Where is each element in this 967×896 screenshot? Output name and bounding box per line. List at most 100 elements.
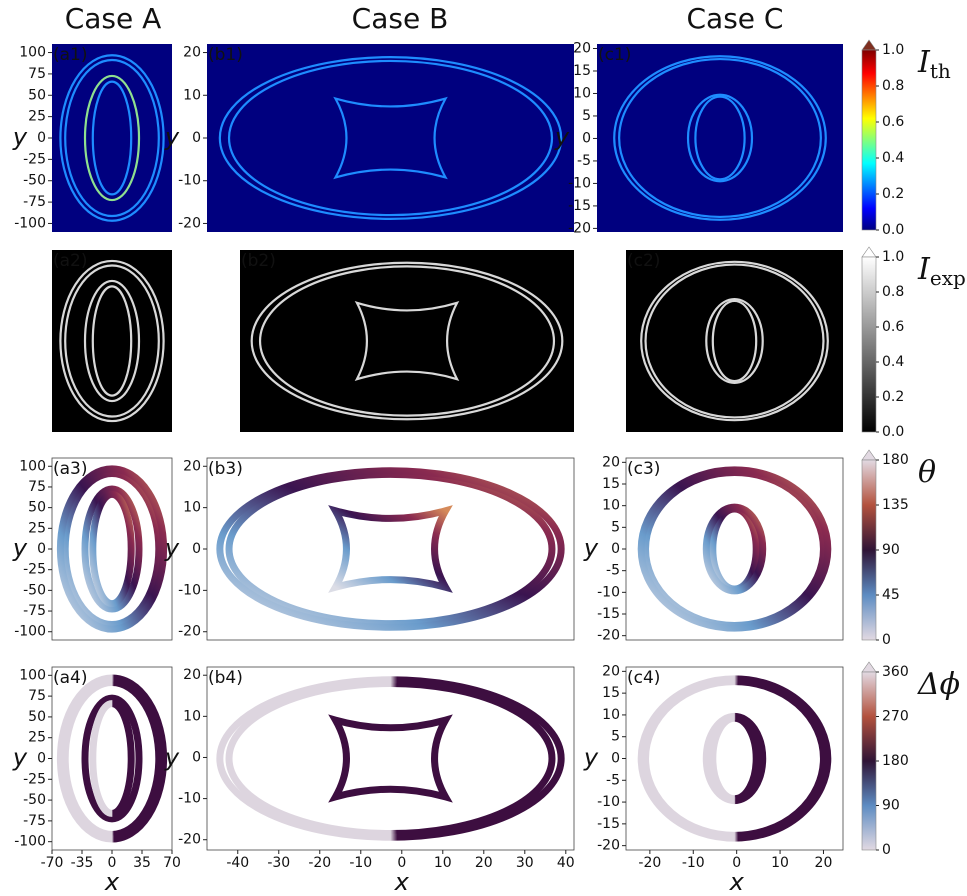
ring: [83, 74, 141, 202]
y-tick-label: 15: [573, 63, 591, 79]
colorbar-tick-label: 0.8: [882, 284, 904, 300]
x-tick-label: 0: [732, 855, 741, 871]
y-tick-label: -15: [597, 606, 620, 622]
x-tick-label: 35: [133, 855, 151, 871]
y-tick-label: 75: [28, 688, 46, 704]
y-tick-label: 0: [611, 541, 620, 557]
ring: [64, 264, 160, 418]
x-tick-label: 30: [516, 855, 534, 871]
panel-label: (a3): [53, 459, 88, 479]
ring: [89, 700, 135, 817]
ring: [81, 694, 143, 823]
colorbar-subscript: exp: [930, 266, 966, 290]
ring: [686, 93, 754, 183]
ring: [225, 470, 556, 628]
y-axis-label: y: [12, 534, 28, 562]
ring: [56, 465, 168, 633]
colorbar-tick-label: 1.0: [882, 249, 904, 265]
colorbar-subscript: th: [930, 59, 951, 83]
column-title: Case B: [352, 2, 449, 35]
x-axis-label: x: [104, 868, 120, 896]
y-axis-label: y: [164, 123, 180, 151]
x-tick-label: 10: [434, 855, 452, 871]
panel-background: [207, 44, 574, 232]
y-tick-label: 5: [611, 519, 620, 535]
ring: [705, 298, 764, 384]
ring: [59, 259, 165, 423]
panel: (b2): [240, 250, 574, 432]
y-tick-label: -15: [597, 816, 620, 832]
y-tick-label: -100: [14, 624, 46, 640]
y-tick-label: -25: [23, 771, 46, 787]
y-tick-label: 25: [28, 520, 46, 536]
colorbar-symbol: θ: [918, 455, 936, 490]
colorbar-tick-label: 0.0: [882, 222, 904, 238]
panel: (a4) 100 75 50 25 0 -25 -50 -75 -100 y -70 -35 0 35 70 x: [12, 666, 181, 896]
y-tick-label: -15: [568, 198, 591, 214]
y-tick-label: 10: [602, 498, 620, 514]
x-tick-label: -70: [41, 855, 64, 871]
y-tick-label: -100: [14, 834, 46, 850]
colorbar-symbol: I: [917, 45, 931, 80]
colorbar-tick-label: 180: [882, 452, 909, 468]
ring: [61, 469, 163, 629]
panel: (b1) 20 10 0 -10 -20 y: [164, 44, 574, 232]
colorbar-extend: [861, 449, 877, 461]
colorbar: 0 45 90 135 180 θ: [861, 449, 936, 648]
ring: [258, 265, 556, 417]
ring: [91, 80, 133, 196]
y-tick-label: 75: [28, 66, 46, 82]
colorbar-extend: [861, 39, 877, 51]
inner-ring: [328, 714, 453, 803]
panel: (a2): [52, 250, 172, 432]
colorbar: 0.0 0.2 0.4 0.6 0.8 1.0 Iexp: [861, 246, 966, 440]
y-tick-label: -20: [568, 220, 591, 236]
ring: [216, 467, 565, 631]
colorbar-symbol: I: [917, 252, 931, 287]
y-tick-label: -100: [14, 215, 46, 231]
panel-background: [51, 457, 173, 641]
panel-label: (c1): [598, 45, 631, 65]
y-axis-label: y: [164, 534, 180, 562]
ring: [613, 55, 827, 221]
y-tick-label: 10: [183, 708, 201, 724]
x-tick-label: -20: [308, 855, 331, 871]
panel-label: (c4): [627, 668, 660, 688]
panel: (c4) 20 15 10 5 0 -5 -10 -15 -20 y -20 -10 0 10 20 x: [583, 663, 844, 896]
y-tick-label: -20: [178, 624, 201, 640]
ring: [644, 263, 825, 419]
y-tick-label: -10: [597, 794, 620, 810]
colorbar-scale: [861, 256, 877, 433]
colorbar-tick-label: 180: [882, 753, 909, 769]
ring: [81, 485, 143, 613]
y-tick-label: 50: [28, 500, 46, 516]
x-tick-label: -35: [71, 855, 94, 871]
x-tick-label: 0: [397, 855, 406, 871]
colorbar-tick-label: 360: [882, 664, 909, 680]
y-tick-label: -25: [23, 562, 46, 578]
ring: [59, 54, 165, 222]
column-title: Case C: [687, 2, 784, 35]
y-tick-label: 10: [602, 707, 620, 723]
inner-ring: [333, 96, 448, 180]
y-tick-label: -50: [23, 582, 46, 598]
panel: (a1) 100 75 50 25 0 -25 -50 -75 -100 y: [12, 44, 172, 232]
panel-label: (a2): [53, 251, 88, 271]
colorbar-tick-label: 0.4: [882, 354, 904, 370]
y-tick-label: 20: [183, 458, 201, 474]
x-tick-label: 40: [557, 855, 575, 871]
y-tick-label: 100: [19, 667, 46, 683]
y-tick-label: 15: [602, 476, 620, 492]
y-tick-label: -50: [23, 792, 46, 808]
colorbar-extend: [861, 661, 877, 673]
panel-background: [597, 44, 843, 232]
y-axis-label: y: [12, 744, 28, 772]
y-tick-label: 0: [37, 751, 46, 767]
y-tick-label: 25: [28, 730, 46, 746]
panel: (b4) 20 10 0 -10 -20 y -40 -30 -20 -10 0 10 20 30 40 x: [164, 666, 575, 896]
y-axis-label: y: [164, 744, 180, 772]
colorbar-tick-label: 270: [882, 709, 909, 725]
colorbar-tick-label: 90: [882, 542, 900, 558]
panel: (a3) 100 75 50 25 0 -25 -50 -75 -100 y: [12, 457, 173, 641]
colorbar-label: Iexp: [917, 252, 966, 290]
